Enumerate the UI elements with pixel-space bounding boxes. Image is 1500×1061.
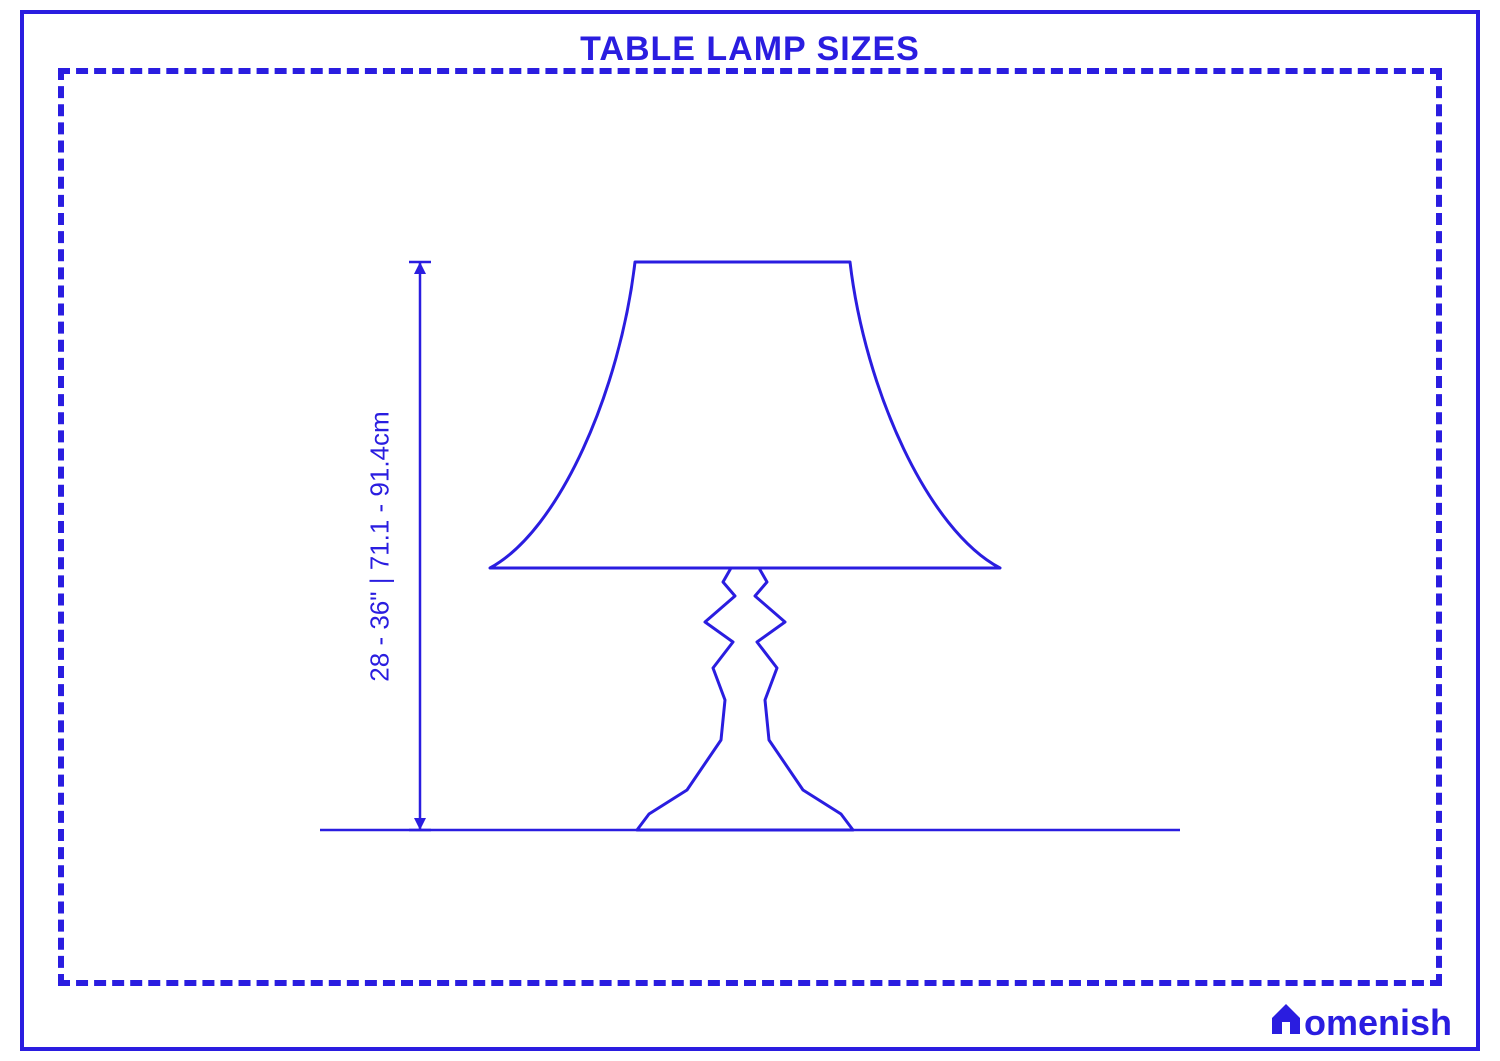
brand-logo: omenish — [1268, 1000, 1452, 1045]
house-icon — [1268, 1000, 1304, 1045]
height-dimension-label: 28 - 36" | 71.1 - 91.4cm — [365, 397, 396, 697]
brand-text: omenish — [1304, 1002, 1452, 1044]
lamp-diagram — [0, 0, 1500, 1061]
